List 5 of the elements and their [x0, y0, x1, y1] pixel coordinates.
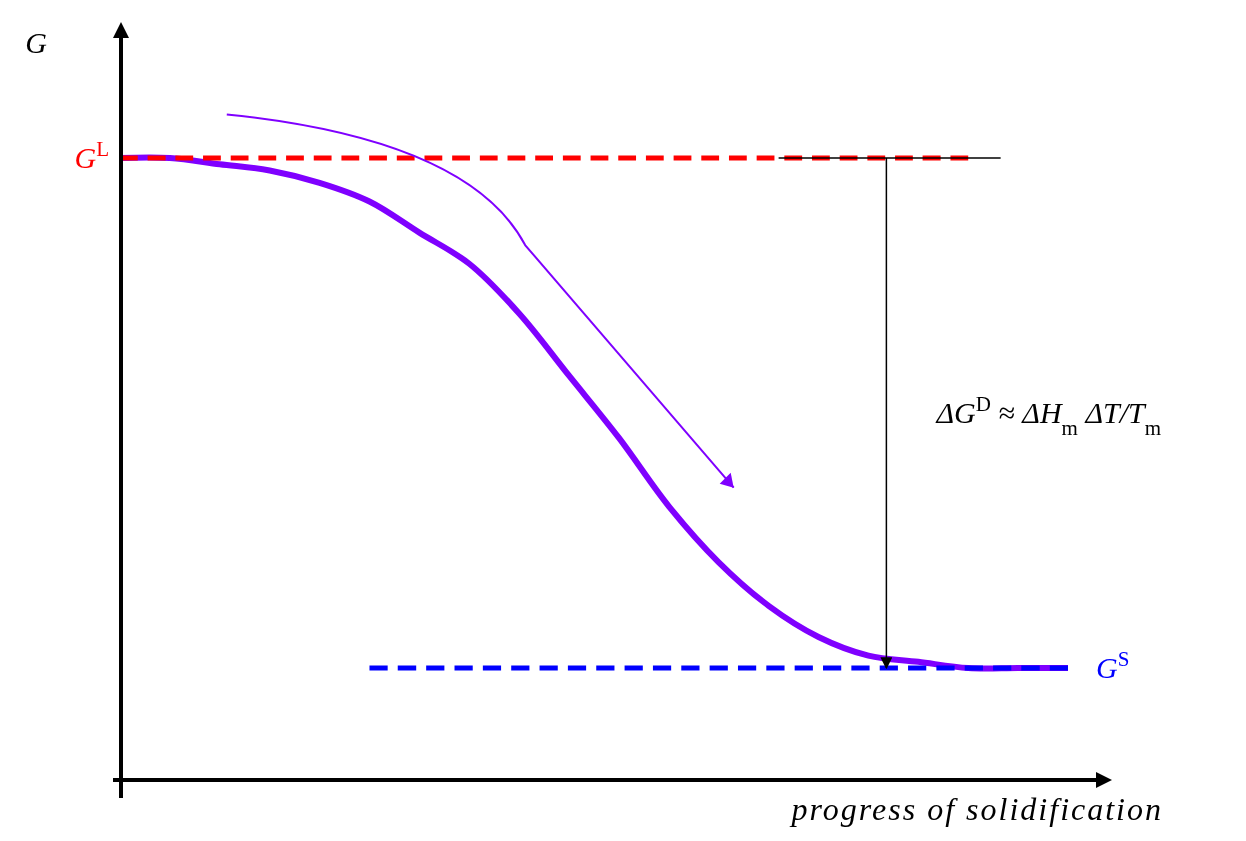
annotation: ΔG$^{D}$ ≈ ΔH$_{m}$ ΔT/T$_{m}$: [935, 392, 1162, 441]
series-label: G$^{S}$: [1096, 647, 1130, 685]
x-axis-title: progress of solidification: [789, 791, 1163, 827]
y-axis-title: G: [25, 26, 48, 59]
series-label: G$^{L}$: [74, 137, 109, 174]
